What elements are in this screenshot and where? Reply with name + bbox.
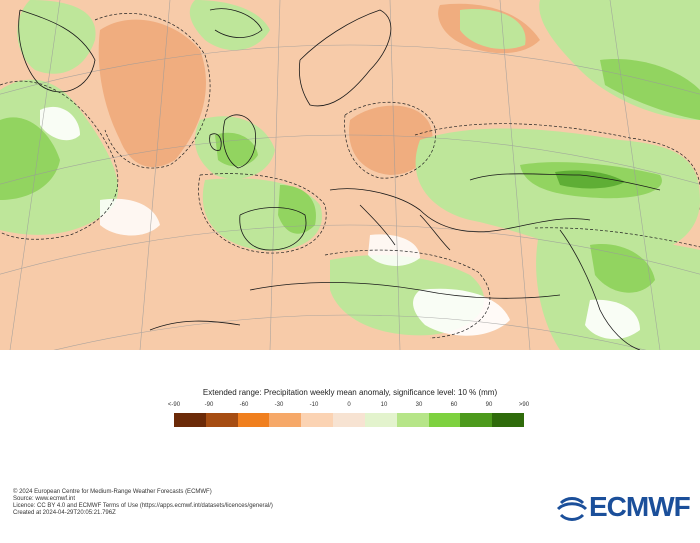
legend-tick-label: 30: [415, 402, 423, 408]
licence-line: Licence: CC BY 4.0 and ECMWF Terms of Us…: [13, 503, 273, 509]
coastlines: [18, 8, 661, 350]
wet-core-russia: [600, 59, 700, 120]
neutral-patch: [40, 106, 80, 141]
ecmwf-wave-icon: [556, 497, 588, 521]
neutral-patch: [413, 288, 510, 336]
map-canvas: [0, 0, 700, 350]
attribution-footer: © 2024 European Centre for Medium-Range …: [13, 489, 273, 517]
legend-tick-label: 0: [347, 402, 351, 408]
graticule: [0, 0, 700, 350]
neutral-patch: [368, 234, 420, 266]
neutral-patch: [100, 198, 160, 236]
legend-ticks: <-90 -90 -60 -30 -10 0 10 30 60 90 >90: [0, 402, 700, 412]
wet-anomaly-iceland: [189, 0, 270, 51]
legend-swatch: [364, 413, 397, 427]
created-line: Created at 2024-04-29T20:05:21.796Z: [13, 510, 116, 516]
legend-tick-label: -10: [309, 402, 319, 408]
wet-core-middle-east: [590, 244, 655, 293]
neutral-patch: [585, 299, 640, 340]
legend-tick-label: -30: [274, 402, 284, 408]
ecmwf-logo-text: ECMWF: [589, 491, 691, 522]
legend-swatch: [492, 413, 524, 427]
source-line: Source: www.ecmwf.int: [13, 496, 76, 502]
legend-swatch: [174, 413, 206, 427]
legend-tick-label: 90: [485, 402, 493, 408]
legend-colorbar: [174, 413, 524, 427]
legend-swatch: [428, 413, 461, 427]
precipitation-anomaly-map: [0, 0, 700, 350]
wet-anomaly-west-atlantic: [0, 79, 119, 235]
dry-anomaly-central-europe: [349, 105, 433, 175]
legend-swatch: [269, 413, 302, 427]
legend-tick-label: -60: [239, 402, 249, 408]
legend-swatch: [460, 413, 493, 427]
legend-title: Extended range: Precipitation weekly mea…: [202, 388, 498, 397]
legend-swatch: [333, 413, 365, 427]
legend-tick-label: 10: [380, 402, 388, 408]
wet-core-west-atlantic: [0, 117, 60, 200]
ecmwf-logo: ECMWF: [555, 489, 691, 523]
wet-core-france: [278, 185, 316, 234]
legend-tick-label: 60: [450, 402, 458, 408]
legend-swatch: [301, 413, 334, 427]
wet-anomaly-scandinavia: [460, 9, 526, 50]
legend-tick-label: >90: [518, 402, 530, 408]
legend-swatch: [396, 413, 429, 427]
legend-swatch: [237, 413, 270, 427]
legend-swatch: [205, 413, 238, 427]
copyright-line: © 2024 European Centre for Medium-Range …: [13, 489, 212, 495]
significance-contours: [0, 13, 700, 339]
wet-anomaly-greenland: [17, 0, 96, 74]
legend-tick-label: <-90: [167, 402, 181, 408]
legend-tick-label: -90: [204, 402, 214, 408]
